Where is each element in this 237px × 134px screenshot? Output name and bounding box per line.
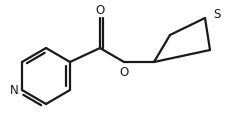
Text: O: O [119, 66, 129, 79]
Text: O: O [95, 5, 105, 18]
Text: N: N [10, 83, 18, 96]
Text: S: S [213, 8, 221, 21]
